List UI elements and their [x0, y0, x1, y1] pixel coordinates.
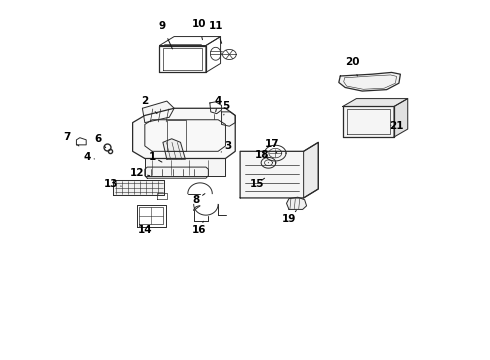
Polygon shape	[240, 142, 318, 198]
Text: 8: 8	[193, 194, 205, 205]
Text: 17: 17	[265, 139, 279, 153]
Polygon shape	[163, 139, 185, 159]
Text: 15: 15	[250, 178, 265, 189]
Polygon shape	[287, 197, 307, 210]
Text: 11: 11	[208, 21, 223, 43]
Text: 16: 16	[191, 221, 206, 235]
Text: 21: 21	[389, 121, 404, 131]
Polygon shape	[339, 72, 400, 91]
Text: 14: 14	[138, 225, 152, 235]
Polygon shape	[343, 99, 408, 107]
Polygon shape	[343, 107, 394, 137]
Text: 6: 6	[95, 134, 106, 148]
Text: 4: 4	[215, 96, 222, 112]
Text: 7: 7	[63, 132, 79, 146]
Polygon shape	[304, 142, 318, 198]
Text: 9: 9	[158, 21, 172, 49]
Text: 20: 20	[345, 57, 360, 76]
Text: 18: 18	[255, 150, 270, 163]
Text: 4: 4	[84, 152, 95, 162]
Text: 13: 13	[103, 179, 121, 189]
Text: 1: 1	[148, 152, 162, 162]
Text: 5: 5	[222, 102, 229, 115]
Polygon shape	[113, 180, 164, 195]
Text: 2: 2	[141, 96, 157, 114]
Text: 3: 3	[221, 141, 231, 152]
Polygon shape	[133, 108, 235, 158]
Text: 19: 19	[282, 211, 296, 224]
Polygon shape	[394, 99, 408, 137]
Polygon shape	[143, 101, 174, 123]
Polygon shape	[145, 158, 225, 176]
Text: 10: 10	[191, 19, 206, 40]
Text: 12: 12	[130, 168, 150, 178]
Polygon shape	[221, 112, 235, 126]
